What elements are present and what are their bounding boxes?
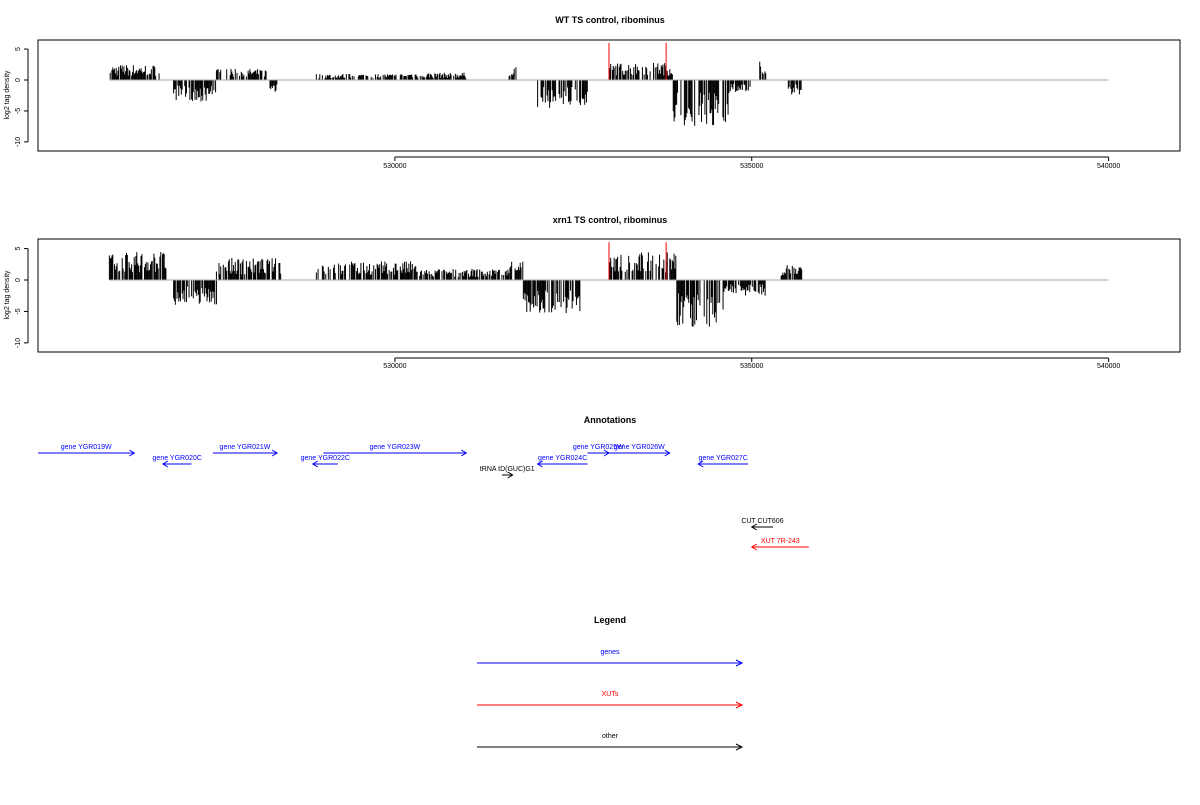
y-tick-label: -10: [15, 338, 22, 348]
annotation-features: gene YGR019W gene YGR020C gene YGR021W gene…: [38, 444, 809, 551]
feature-label: gene YGR026W: [614, 444, 665, 451]
direction-arrow: [507, 471, 514, 479]
legend-arrow: [735, 659, 744, 667]
xrn1-x-axis: 530000 535000 540000: [383, 357, 1120, 370]
legend-title: Legend: [594, 615, 626, 625]
xrn1-density-panel: xrn1 TS control, ribominus log2 tag dens…: [4, 215, 1181, 370]
legend-label: genes: [600, 649, 620, 656]
direction-arrow: [161, 460, 169, 468]
feature-label: gene YGR021W: [220, 444, 271, 451]
feature-label: gene YGR019W: [61, 444, 112, 451]
x-tick-label: 530000: [383, 163, 406, 170]
annotation-gene[interactable]: gene YGR027C: [697, 455, 749, 468]
annotation-gene[interactable]: gene YGR019W: [38, 444, 136, 457]
direction-arrow: [129, 449, 136, 457]
legend-entry-xuts: XUTs: [477, 691, 744, 709]
annotation-gene[interactable]: gene YGR022C: [301, 455, 350, 468]
legend-arrow: [735, 743, 744, 751]
wt-y-axis: 5 0 -5 -10: [15, 47, 29, 147]
direction-arrow: [311, 460, 319, 468]
wt-x-axis: 530000 535000 540000: [383, 156, 1120, 170]
y-tick-label: -10: [15, 137, 22, 147]
wt-panel-title: WT TS control, ribominus: [555, 15, 665, 25]
direction-arrow: [750, 543, 758, 551]
x-tick-label: 535000: [740, 163, 763, 170]
annotation-gene[interactable]: gene YGR021W: [212, 444, 279, 457]
xrn1-y-axis: 5 0 -5 -10: [15, 247, 29, 348]
feature-label: gene YGR027C: [699, 455, 748, 462]
annotation-xut[interactable]: XUT 7R-243: [750, 538, 809, 551]
annotation-gene[interactable]: gene YGR026W: [609, 444, 671, 457]
feature-label: gene YGR022C: [301, 455, 350, 462]
y-tick-label: 5: [15, 247, 22, 251]
legend-arrow: [735, 701, 744, 709]
legend-label: other: [602, 733, 619, 740]
xrn1-plot-frame: [37, 238, 1181, 353]
legend: Legend genes XUTs other: [477, 615, 744, 751]
direction-arrow: [536, 460, 543, 468]
wt-plot-frame: [37, 39, 1181, 152]
direction-arrow: [750, 523, 758, 531]
direction-arrow: [460, 449, 468, 457]
feature-label: gene YGR020C: [153, 455, 202, 462]
y-tick-label: -5: [15, 308, 22, 314]
legend-entry-other: other: [477, 733, 744, 751]
x-tick-label: 540000: [1097, 363, 1120, 370]
feature-label: tRNA tD(GUC)G1: [480, 466, 535, 473]
x-tick-label: 535000: [740, 363, 763, 370]
wt-density-panel: WT TS control, ribominus log2 tag densit…: [4, 15, 1181, 170]
xrn1-density-bars: [108, 242, 803, 327]
feature-label: gene YGR024C: [538, 455, 587, 462]
direction-arrow: [697, 460, 704, 468]
y-tick-label: -5: [15, 108, 22, 114]
x-tick-label: 530000: [383, 363, 406, 370]
annotation-other[interactable]: CUT CUT606: [741, 518, 784, 531]
annotation-gene[interactable]: gene YGR023W: [323, 444, 468, 457]
x-tick-label: 540000: [1097, 163, 1120, 170]
y-tick-label: 0: [15, 278, 22, 282]
annotation-other[interactable]: tRNA tD(GUC)G1: [480, 466, 535, 479]
legend-label: XUTs: [602, 691, 619, 698]
feature-label: CUT CUT606: [741, 518, 783, 525]
annotations-title: Annotations: [584, 415, 637, 425]
direction-arrow: [271, 449, 279, 457]
feature-label: XUT 7R-243: [761, 538, 800, 545]
xrn1-panel-title: xrn1 TS control, ribominus: [553, 215, 668, 225]
wt-y-axis-label: log2 tag density: [4, 70, 11, 120]
annotation-gene[interactable]: gene YGR020C: [153, 455, 202, 468]
feature-label: gene YGR023W: [369, 444, 420, 451]
feature-label: gene YGR025W: [573, 444, 624, 451]
y-tick-label: 0: [15, 78, 22, 82]
xrn1-y-axis-label: log2 tag density: [4, 270, 11, 320]
y-tick-label: 5: [15, 47, 22, 51]
annotation-gene[interactable]: gene YGR024C: [536, 455, 588, 468]
legend-entry-genes: genes: [477, 649, 744, 667]
wt-density-bars: [109, 42, 802, 126]
legend-entries: genes XUTs other: [477, 649, 744, 751]
direction-arrow: [664, 449, 671, 457]
